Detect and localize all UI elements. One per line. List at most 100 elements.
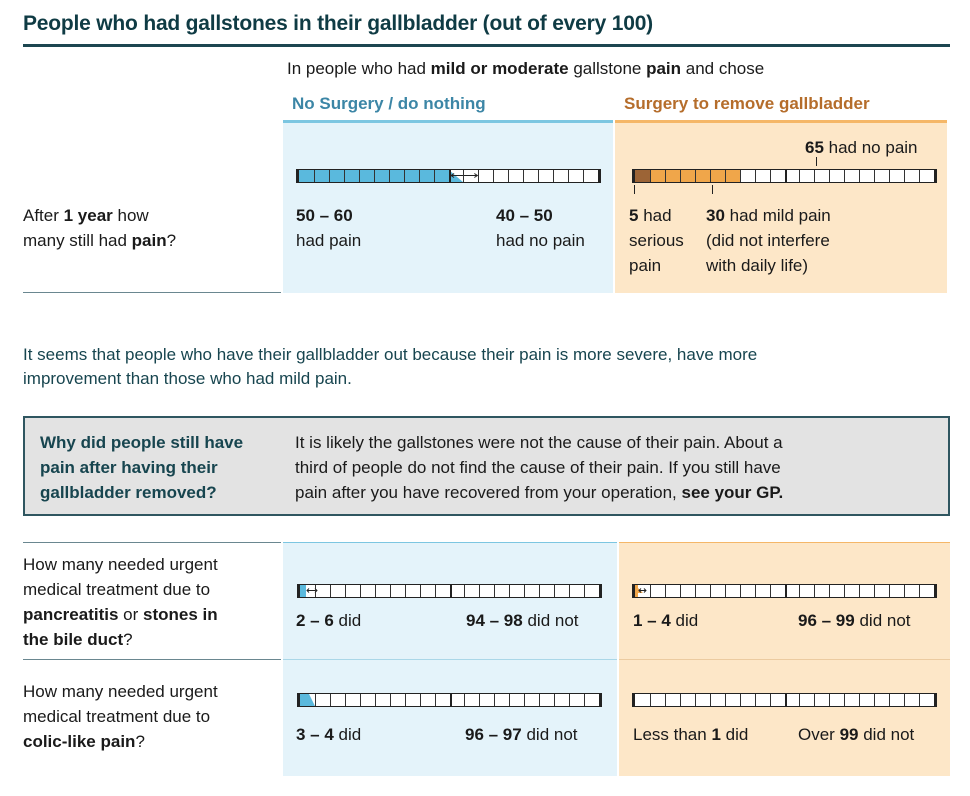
- bar-tick: [313, 170, 315, 182]
- bar-tick: [449, 694, 452, 706]
- bar-tick: [829, 694, 831, 706]
- bar-tick: [874, 694, 876, 706]
- bar-tick: [433, 170, 435, 182]
- bar-tick: [344, 694, 346, 706]
- row1-surgery-top-tick: [816, 157, 817, 166]
- row2-no-surgery-did-not: 94 – 98 did not: [466, 611, 579, 630]
- bar-tick: [769, 170, 771, 182]
- bar-tick: [679, 694, 681, 706]
- row2-question: How many needed urgent medical treatment…: [23, 555, 218, 649]
- bar-tick: [844, 585, 846, 597]
- bar-tick: [554, 694, 556, 706]
- bar-tick: [754, 585, 756, 597]
- bar-tick: [919, 694, 921, 706]
- bar-tick: [739, 585, 741, 597]
- row3-no-surgery-range: [308, 694, 315, 706]
- bar-tick: [374, 585, 376, 597]
- row1-surgery-bar: [632, 169, 937, 183]
- bar-tick: [464, 694, 466, 706]
- bar-tick: [584, 585, 586, 597]
- bar-tick: [904, 694, 906, 706]
- bar-tick: [568, 170, 570, 182]
- bar-tick: [404, 694, 406, 706]
- bar-tick: [479, 585, 481, 597]
- bar-tick: [739, 170, 741, 182]
- bar-tick: [404, 585, 406, 597]
- row2-no-surgery-did: 2 – 6 did: [296, 611, 362, 630]
- bar-tick: [799, 694, 801, 706]
- bar-tick: [724, 694, 726, 706]
- info-box-question: Why did people still have pain after havi…: [40, 433, 244, 502]
- bar-tick: [374, 694, 376, 706]
- title-divider: [23, 44, 950, 47]
- bar-tick: [919, 170, 921, 182]
- bar-tick: [329, 694, 331, 706]
- row3-no-surgery-did-not: 96 – 97 did not: [465, 725, 578, 744]
- row2-divider: [23, 659, 281, 660]
- bar-tick: [584, 694, 586, 706]
- bar-tick: [874, 585, 876, 597]
- bar-tick: [418, 170, 420, 182]
- row3-surgery-did-not: Over 99 did not: [798, 725, 915, 744]
- bar-tick: [479, 694, 481, 706]
- improvement-note: It seems that people who have their gall…: [23, 345, 758, 388]
- bar-tick: [509, 694, 511, 706]
- bar-tick: [784, 694, 787, 706]
- bar-tick: [784, 585, 787, 597]
- row2-no-surgery-bar: [297, 584, 602, 598]
- row2-surgery-bar: [632, 584, 937, 598]
- row1-surgery-serious-label: 5 had serious pain: [629, 206, 684, 275]
- row1-no-surgery-panel: [283, 120, 613, 293]
- bar-tick: [329, 585, 331, 597]
- bar-tick: [508, 170, 510, 182]
- bottom-line-blue: [283, 542, 617, 543]
- row1-surgery-serious-fill: [635, 170, 650, 182]
- bar-tick: [829, 170, 831, 182]
- row1-serious-tick: [634, 185, 635, 194]
- row2-surgery-did: 1 – 4 did: [633, 611, 699, 630]
- bar-tick: [373, 170, 375, 182]
- bar-tick: [649, 170, 651, 182]
- bar-tick: [859, 585, 861, 597]
- row1-surgery-mild-fill: [649, 170, 740, 182]
- bar-tick: [524, 694, 526, 706]
- bar-tick: [829, 585, 831, 597]
- bar-tick: [664, 170, 666, 182]
- bar-tick: [769, 694, 771, 706]
- row2-panel-divider-orange: [619, 659, 950, 660]
- bar-tick: [554, 585, 556, 597]
- row3-no-surgery-bar: [297, 693, 602, 707]
- bar-tick: [403, 170, 405, 182]
- bar-tick: [679, 585, 681, 597]
- bar-tick: [709, 694, 711, 706]
- bar-tick: [889, 585, 891, 597]
- bar-tick: [664, 694, 666, 706]
- bar-tick: [553, 170, 555, 182]
- bottom-line-orange: [619, 542, 950, 543]
- bar-tick: [328, 170, 330, 182]
- bar-tick: [494, 585, 496, 597]
- bar-tick: [844, 694, 846, 706]
- bar-tick: [724, 170, 726, 182]
- bar-tick: [494, 694, 496, 706]
- info-box: [23, 416, 950, 516]
- row3-surgery-did: Less than 1 did: [633, 725, 749, 744]
- bar-tick: [694, 170, 696, 182]
- page-title: People who had gallstones in their gallb…: [23, 12, 653, 35]
- info-box-answer: It is likely the gallstones were not the…: [295, 433, 784, 502]
- bar-tick: [343, 170, 345, 182]
- bar-tick: [434, 694, 436, 706]
- bar-tick: [814, 585, 816, 597]
- bar-tick: [388, 170, 390, 182]
- panel-top-line-orange: [615, 120, 947, 123]
- header-no-surgery: No Surgery / do nothing: [292, 94, 486, 113]
- row2-panel-divider-blue: [283, 659, 617, 660]
- bar-tick: [569, 585, 571, 597]
- bar-tick: [389, 694, 391, 706]
- bar-tick: [434, 585, 436, 597]
- row1-surgery-top-label: 65 had no pain: [805, 138, 918, 157]
- row3-surgery-bar: [632, 693, 937, 707]
- range-arrow-icon: [637, 588, 647, 593]
- bar-tick: [314, 694, 316, 706]
- bar-tick: [523, 170, 525, 182]
